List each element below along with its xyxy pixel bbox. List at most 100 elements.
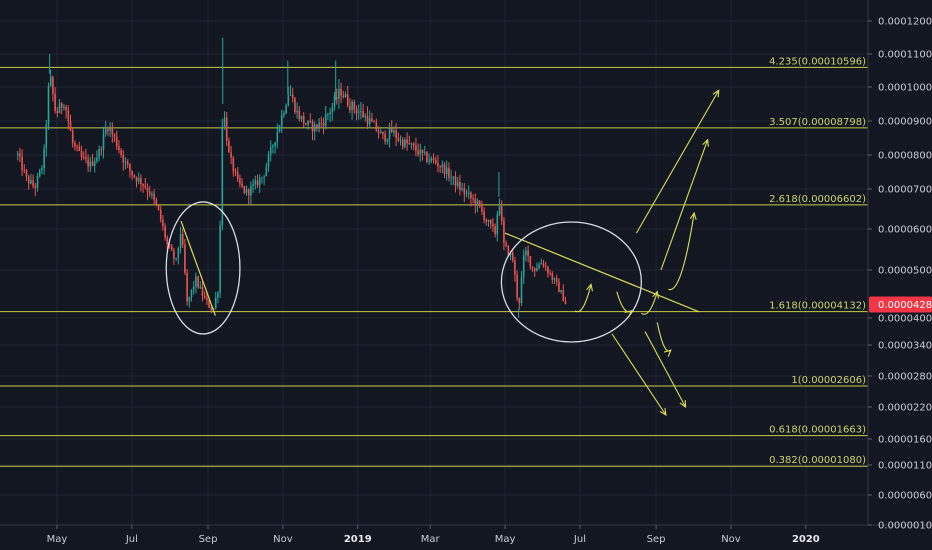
fib-label: 4.235(0.00010596) — [769, 56, 866, 67]
candle-body — [203, 296, 206, 298]
candle-body — [91, 161, 94, 166]
candle-body — [245, 189, 248, 193]
candle-body — [483, 211, 485, 220]
candle-body — [540, 263, 543, 265]
candle-body — [124, 161, 127, 163]
candle-body — [208, 300, 210, 308]
candle-body — [234, 171, 237, 173]
candle-body — [511, 252, 514, 261]
projection-curve — [574, 284, 592, 313]
x-tick-label: 2019 — [344, 534, 372, 545]
current-price-tag: 0.00004280 — [869, 296, 932, 313]
candle-body — [102, 133, 105, 150]
candle-body — [274, 142, 276, 146]
candle-body — [553, 278, 556, 280]
candle-body — [173, 250, 175, 259]
candle-body — [408, 143, 411, 145]
candle-body — [353, 101, 356, 110]
candle-body — [54, 94, 56, 111]
candle-body — [258, 178, 261, 186]
candle-body — [562, 290, 565, 302]
candle-body — [360, 111, 362, 113]
candle-body — [269, 147, 272, 155]
candle-body — [177, 247, 180, 259]
candle-body — [228, 140, 230, 153]
candle-body — [542, 263, 545, 267]
candle-body — [298, 110, 301, 120]
candle-body — [390, 128, 393, 133]
candle-body — [388, 128, 391, 140]
candle-body — [19, 153, 21, 157]
projection-curve — [668, 212, 695, 291]
candle-body — [368, 118, 371, 125]
candle-body — [555, 278, 558, 282]
candle-body — [415, 145, 417, 151]
candle-body — [206, 297, 208, 301]
candle-body — [364, 115, 367, 118]
candle-body — [195, 276, 197, 287]
arrow-head — [624, 310, 633, 318]
candle-body — [459, 181, 461, 190]
x-tick-label: 2020 — [792, 534, 820, 545]
candle-body — [111, 128, 114, 135]
candle-body — [47, 85, 50, 125]
candle-body — [214, 297, 217, 309]
candles — [16, 37, 567, 318]
candle-body — [93, 161, 96, 166]
candle-body — [82, 157, 85, 159]
candle-body — [421, 149, 424, 153]
candle-body — [533, 268, 536, 271]
candle-body — [80, 150, 83, 158]
candle-body — [375, 122, 378, 131]
candle-body — [456, 181, 459, 186]
candle-body — [434, 159, 437, 163]
y-tick-label: 0.00000100 — [878, 521, 932, 532]
candle-body — [467, 192, 470, 194]
candle-body — [423, 152, 426, 154]
candle-body — [564, 301, 567, 304]
candle-body — [547, 267, 549, 274]
candle-body — [470, 192, 472, 199]
candle-body — [168, 244, 171, 246]
candle-body — [525, 250, 527, 256]
candle-body — [219, 225, 221, 293]
x-axis-ticks: May Jul Sep Nov 2019 Mar May Jul Sep Nov 2020 — [47, 525, 820, 545]
candle-body — [406, 139, 408, 144]
candle-body — [327, 114, 329, 116]
candle-body — [261, 177, 263, 179]
candle-body — [16, 153, 19, 155]
candle-body — [331, 106, 334, 113]
candle-body — [155, 199, 158, 206]
arrow-head — [679, 399, 687, 409]
candle-body — [71, 131, 74, 144]
candle-body — [30, 180, 32, 184]
candle-body — [164, 226, 166, 238]
candle-body — [67, 110, 70, 122]
candle-body — [487, 219, 490, 222]
candle-body — [560, 290, 562, 292]
candle-body — [78, 146, 81, 151]
candle-body — [199, 286, 202, 288]
candle-body — [307, 120, 309, 125]
candle-body — [305, 123, 307, 125]
candle-body — [137, 178, 140, 182]
candle-body — [115, 136, 118, 147]
fib-levels: 4.235(0.00010596) 3.507(0.00008798) 2.618(… — [0, 56, 868, 467]
candle-body — [518, 297, 521, 304]
candle-body — [25, 170, 28, 177]
x-tick-label: May — [47, 534, 68, 545]
candle-body — [263, 176, 265, 178]
candle-body — [38, 170, 41, 177]
candle-body — [272, 145, 274, 148]
candle-body — [509, 252, 512, 256]
candle-body — [384, 133, 386, 142]
candle-body — [333, 97, 336, 107]
candle-body — [151, 193, 153, 195]
candle-body — [52, 76, 54, 95]
candle-body — [496, 214, 499, 235]
candle-body — [113, 134, 116, 137]
candle-body — [133, 175, 136, 178]
fib-label: 1.618(0.00004132) — [769, 301, 866, 312]
